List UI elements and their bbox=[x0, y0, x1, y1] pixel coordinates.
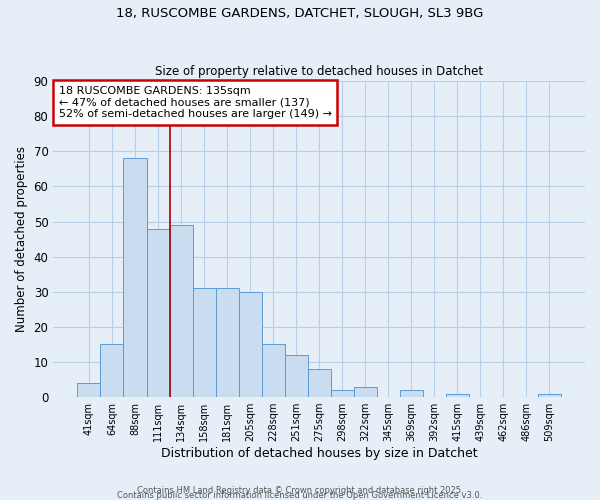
Bar bbox=[77, 383, 100, 397]
Bar bbox=[284, 355, 308, 397]
Bar bbox=[124, 158, 146, 397]
Bar bbox=[400, 390, 423, 397]
Bar bbox=[215, 288, 239, 397]
Title: Size of property relative to detached houses in Datchet: Size of property relative to detached ho… bbox=[155, 66, 483, 78]
Y-axis label: Number of detached properties: Number of detached properties bbox=[15, 146, 28, 332]
Text: Contains public sector information licensed under the Open Government Licence v3: Contains public sector information licen… bbox=[118, 490, 482, 500]
Bar bbox=[146, 228, 170, 397]
Bar bbox=[446, 394, 469, 397]
Text: 18 RUSCOMBE GARDENS: 135sqm
← 47% of detached houses are smaller (137)
52% of se: 18 RUSCOMBE GARDENS: 135sqm ← 47% of det… bbox=[59, 86, 332, 119]
Bar bbox=[262, 344, 284, 397]
Text: 18, RUSCOMBE GARDENS, DATCHET, SLOUGH, SL3 9BG: 18, RUSCOMBE GARDENS, DATCHET, SLOUGH, S… bbox=[116, 8, 484, 20]
Bar bbox=[239, 292, 262, 397]
Bar bbox=[331, 390, 353, 397]
Bar bbox=[308, 369, 331, 397]
Bar bbox=[100, 344, 124, 397]
Bar bbox=[170, 225, 193, 397]
Bar bbox=[538, 394, 561, 397]
Bar bbox=[353, 386, 377, 397]
Text: Contains HM Land Registry data © Crown copyright and database right 2025.: Contains HM Land Registry data © Crown c… bbox=[137, 486, 463, 495]
Bar bbox=[193, 288, 215, 397]
X-axis label: Distribution of detached houses by size in Datchet: Distribution of detached houses by size … bbox=[161, 447, 478, 460]
